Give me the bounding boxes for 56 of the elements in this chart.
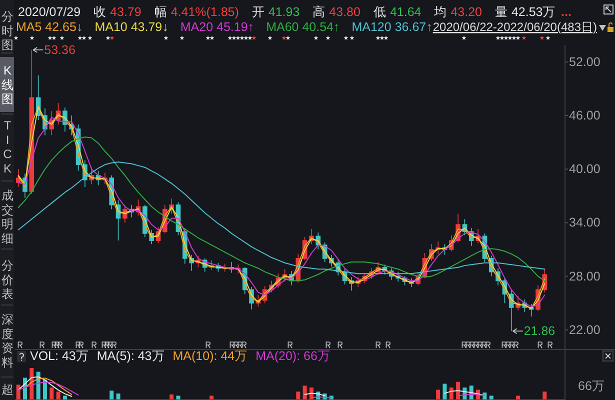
bar bbox=[116, 394, 120, 400]
bar bbox=[62, 396, 67, 400]
annotation: 21.86 bbox=[524, 324, 556, 338]
text: MA(5): 43万 bbox=[96, 349, 165, 363]
y-tick-label: 46.00 bbox=[569, 108, 600, 123]
text: MA10 43.79↓ bbox=[94, 20, 168, 34]
text: 2020/07/29 bbox=[18, 5, 81, 19]
line-series bbox=[18, 161, 546, 274]
bar bbox=[516, 396, 520, 400]
text: MA120 36.67↑ bbox=[352, 20, 432, 34]
y-tick-label: 40.00 bbox=[569, 162, 600, 176]
text: K线图 bbox=[2, 64, 14, 106]
text: MA(10): 44万 bbox=[172, 349, 248, 363]
y-tick-label: 22.00 bbox=[569, 322, 600, 337]
bar bbox=[56, 392, 60, 400]
text: 成交明细 bbox=[2, 188, 14, 246]
text: MA(20): 66万 bbox=[256, 349, 330, 363]
y-tick-label: 52.00 bbox=[569, 54, 600, 69]
text: MA5 42.65↓ bbox=[16, 20, 83, 34]
bar bbox=[456, 382, 460, 400]
text: TICK bbox=[3, 118, 12, 176]
bar bbox=[302, 386, 307, 400]
bar bbox=[50, 388, 54, 400]
bar bbox=[42, 380, 47, 400]
chart-subtitle: 2020/06/22-2022/06/20(483日) bbox=[432, 20, 597, 34]
text: MA60 40.54↑ bbox=[266, 20, 340, 34]
bar bbox=[110, 390, 114, 400]
text: 收 43.79 bbox=[94, 5, 142, 19]
line-series bbox=[18, 136, 546, 282]
bar bbox=[436, 390, 440, 400]
bar bbox=[489, 396, 494, 400]
text: 66万 bbox=[578, 379, 605, 393]
text: MA20 45.19↑ bbox=[180, 20, 254, 34]
text: 开 41.93 bbox=[252, 5, 300, 19]
y-tick-label: 28.00 bbox=[569, 269, 600, 284]
text: 超 bbox=[2, 382, 14, 396]
text: 低 41.64 bbox=[373, 5, 422, 19]
bar bbox=[442, 384, 447, 400]
text: 幅 4.41%(1.85) bbox=[154, 5, 239, 19]
text: 高 43.80 bbox=[312, 4, 360, 19]
bar bbox=[542, 392, 547, 400]
chart-title: VOL: 43万 bbox=[30, 349, 89, 363]
bar bbox=[296, 392, 300, 400]
text: 深度资料 bbox=[2, 312, 14, 370]
text: 均 43.20 bbox=[433, 5, 482, 19]
text: 分价表 bbox=[0, 258, 14, 302]
bar bbox=[210, 396, 214, 400]
bar bbox=[170, 394, 174, 400]
bar bbox=[449, 388, 454, 400]
bar bbox=[16, 384, 20, 400]
text: 分时图 bbox=[2, 10, 14, 52]
bar bbox=[482, 392, 487, 400]
y-tick-label: 34.00 bbox=[569, 216, 600, 230]
text: 量 42.53万 bbox=[494, 5, 556, 19]
bar bbox=[176, 396, 180, 400]
annotation: 53.36 bbox=[44, 42, 76, 57]
